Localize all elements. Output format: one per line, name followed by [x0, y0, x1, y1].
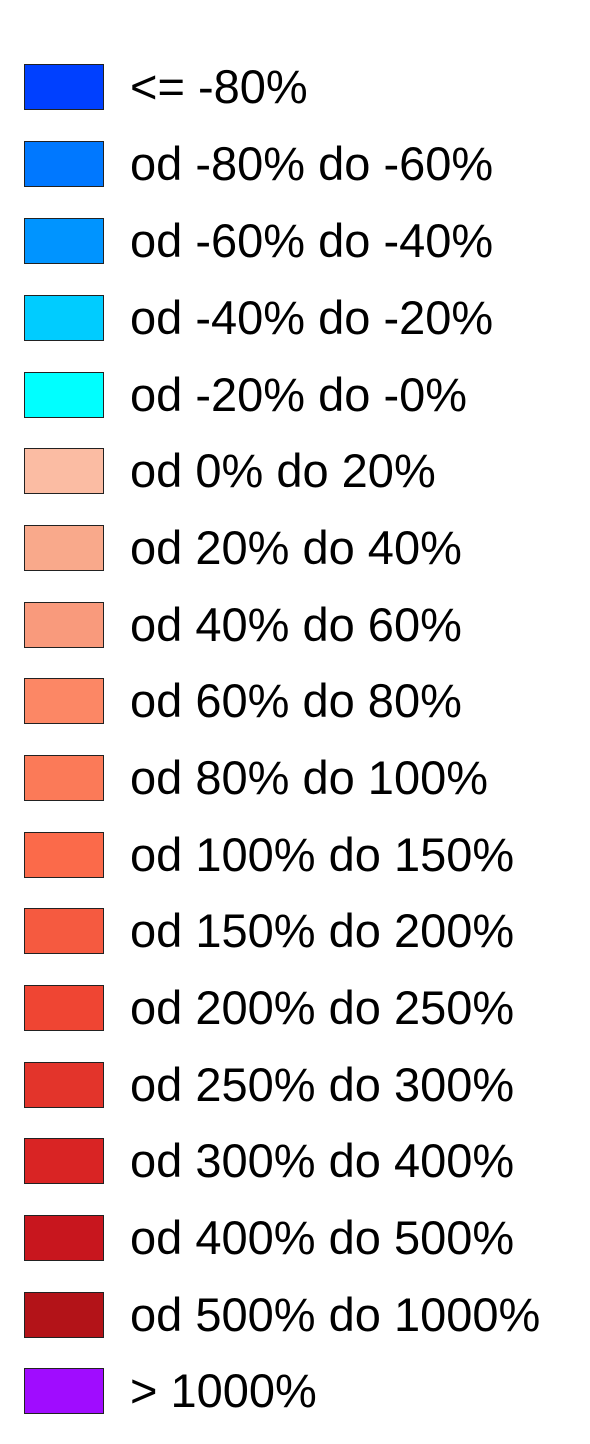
- legend-item: od 100% do 150%: [0, 828, 590, 908]
- legend-swatch: [24, 141, 104, 187]
- legend-item: od 60% do 80%: [0, 674, 590, 754]
- legend-swatch: [24, 1368, 104, 1414]
- legend-label: od 300% do 400%: [130, 1134, 515, 1187]
- legend-item: <= -80%: [0, 60, 590, 140]
- legend-label: od 500% do 1000%: [130, 1288, 541, 1341]
- legend-label: > 1000%: [130, 1364, 317, 1417]
- legend-item: od 0% do 20%: [0, 444, 590, 524]
- legend-swatch: [24, 832, 104, 878]
- legend-item: od 300% do 400%: [0, 1134, 590, 1214]
- legend-swatch: [24, 1138, 104, 1184]
- legend-item: od -80% do -60%: [0, 137, 590, 217]
- legend-item: od 500% do 1000%: [0, 1288, 590, 1368]
- legend-swatch: [24, 448, 104, 494]
- legend-label: od 150% do 200%: [130, 904, 515, 957]
- legend-label: <= -80%: [130, 60, 308, 113]
- legend-item: od 150% do 200%: [0, 904, 590, 984]
- legend-swatch: [24, 678, 104, 724]
- legend-label: od -20% do -0%: [130, 368, 468, 421]
- legend-item: od -40% do -20%: [0, 291, 590, 371]
- legend-item: od 200% do 250%: [0, 981, 590, 1061]
- legend-label: od 100% do 150%: [130, 828, 515, 881]
- legend-swatch: [24, 1292, 104, 1338]
- legend-label: od 0% do 20%: [130, 444, 436, 497]
- legend-label: od 200% do 250%: [130, 981, 515, 1034]
- legend-item: od -60% do -40%: [0, 214, 590, 294]
- legend-label: od 40% do 60%: [130, 598, 462, 651]
- legend-label: od 20% do 40%: [130, 521, 462, 574]
- legend-swatch: [24, 1062, 104, 1108]
- legend-item: od 80% do 100%: [0, 751, 590, 831]
- legend-item: > 1000%: [0, 1364, 590, 1444]
- legend-label: od -40% do -20%: [130, 291, 494, 344]
- legend-label: od -60% do -40%: [130, 214, 494, 267]
- legend-swatch: [24, 602, 104, 648]
- legend-item: od 20% do 40%: [0, 521, 590, 601]
- legend-item: od 250% do 300%: [0, 1058, 590, 1138]
- legend-swatch: [24, 64, 104, 110]
- legend-label: od 250% do 300%: [130, 1058, 515, 1111]
- legend-swatch: [24, 908, 104, 954]
- legend-swatch: [24, 295, 104, 341]
- legend-label: od 80% do 100%: [130, 751, 489, 804]
- legend-swatch: [24, 985, 104, 1031]
- legend-swatch: [24, 525, 104, 571]
- legend-swatch: [24, 218, 104, 264]
- legend-item: od 400% do 500%: [0, 1211, 590, 1291]
- legend-label: od -80% do -60%: [130, 137, 494, 190]
- legend-label: od 400% do 500%: [130, 1211, 515, 1264]
- legend-swatch: [24, 372, 104, 418]
- legend-swatch: [24, 755, 104, 801]
- legend-label: od 60% do 80%: [130, 674, 462, 727]
- legend-item: od -20% do -0%: [0, 368, 590, 448]
- legend-item: od 40% do 60%: [0, 598, 590, 678]
- legend-swatch: [24, 1215, 104, 1261]
